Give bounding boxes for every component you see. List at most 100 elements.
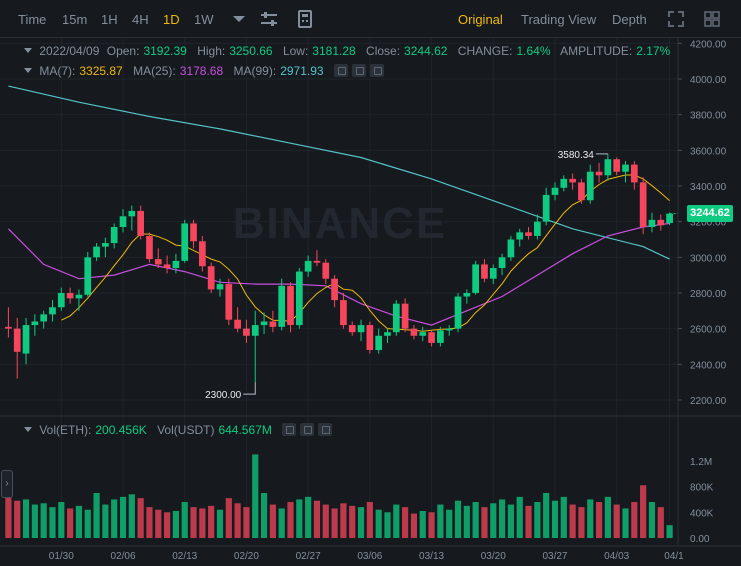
volume-bar [507,504,514,538]
volume-bar [631,502,638,538]
volume-bar [569,504,576,538]
price-tick-label: 3000.00 [690,253,727,264]
ma99-value: 2971.93 [280,64,324,78]
ma7-value: 3325.87 [79,64,123,78]
volume-bar [155,509,162,538]
candle-body [128,210,136,217]
interval-1w[interactable]: 1W [194,12,214,27]
vol-usdt-label: Vol(USDT) [157,423,215,437]
volume-bar [516,496,523,538]
price-tick-label: 2200.00 [690,396,727,407]
price-tick-label: 4000.00 [690,75,727,86]
candle-body [445,328,453,331]
candle-body [648,219,656,227]
candle-body [657,219,665,226]
candle-body [639,182,647,227]
ma-collapse-caret-icon[interactable] [24,68,32,73]
ma99-label: MA(99): [233,64,277,78]
volume-bar [49,507,56,538]
volume-bar [322,504,329,538]
candle-body [357,325,365,333]
candle-body [595,171,603,176]
fullscreen-icon[interactable] [667,10,685,28]
candle-body [102,243,109,247]
eye-icon[interactable] [333,64,348,77]
indicator-settings-icon[interactable] [260,10,278,28]
volume-close-icon[interactable] [318,423,333,436]
volume-bar [208,505,215,538]
view-original[interactable]: Original [458,12,503,27]
interval-1d[interactable]: 1D [163,12,180,27]
ma7-line [61,174,670,332]
calculator-icon[interactable] [296,10,314,28]
chevron-down-icon[interactable] [230,10,248,28]
amplitude-value: 2.17% [636,44,671,58]
interval-4h[interactable]: 4H [132,12,149,27]
view-trading-view[interactable]: Trading View [521,12,597,27]
collapse-caret-icon[interactable] [24,48,32,53]
settings-icon[interactable] [351,64,366,77]
candle-body [110,227,118,244]
candle-body [322,262,330,279]
candle-body [340,300,347,326]
vol-eth-value: 200.456K [95,423,147,437]
candle-body [392,303,400,333]
candle-body [472,264,479,293]
candle-body [49,307,56,315]
binance-watermark: BINANCE [233,199,447,248]
volume-bar [490,503,497,538]
volume-bar [534,502,541,538]
interval-1h[interactable]: 1H [101,12,118,27]
volume-bar [67,508,74,538]
interval-time[interactable]: Time [18,12,47,27]
volume-bar [375,509,382,538]
volume-bar [419,511,426,538]
volume-bar [560,496,567,538]
close-label: Close: [366,44,401,58]
interval-toolbar: Time 15m 1H 4H 1D 1W Original Trading View Depth [0,0,741,38]
change-value: 1.64% [516,44,551,58]
volume-eye-icon[interactable] [282,423,297,436]
interval-15m[interactable]: 15m [62,12,88,27]
candle-body [84,257,92,295]
candle-body [437,330,444,343]
candle-body [569,178,576,183]
side-panel-toggle[interactable]: › [1,470,13,498]
candle-body [304,260,312,272]
volume-bar [499,499,506,538]
price-tick-label: 3200.00 [690,218,727,229]
volume-bar [199,508,206,538]
volume-bar [225,498,232,538]
volume-bar [164,512,171,538]
volume-bar [287,502,294,538]
candle-body [181,223,189,261]
candle-body [604,159,612,176]
volume-bar [578,507,585,538]
date-tick-label: 03/06 [357,551,382,562]
volume-bar [190,507,197,538]
date-tick-label: 01/30 [49,551,74,562]
volume-bar [551,500,559,538]
candle-body [13,328,21,352]
volume-bar [14,500,21,538]
ohlc-date: 2022/04/09 [39,44,100,58]
candle-body [410,328,418,336]
candlestick-chart[interactable]: BINANCE 2200.00 2400.00 2600.00 2800.00 3000.… [0,38,741,566]
volume-bar [366,502,373,538]
open-label: Open: [106,44,140,58]
volume-caret-icon[interactable] [24,427,32,432]
candle-body [146,235,153,260]
candle-body [551,187,559,195]
view-depth[interactable]: Depth [612,12,647,27]
volume-bar [402,507,409,538]
volume-bar [5,496,12,538]
volume-settings-icon[interactable] [300,423,315,436]
volume-bar [102,504,109,538]
candle-body [630,164,638,183]
volume-tick-label: 1.2M [690,457,712,468]
price-tick-label: 3400.00 [690,182,727,193]
volume-bar [648,502,656,538]
close-icon[interactable] [369,64,384,77]
volume-bar [622,508,629,538]
layout-grid-icon[interactable] [703,10,721,28]
